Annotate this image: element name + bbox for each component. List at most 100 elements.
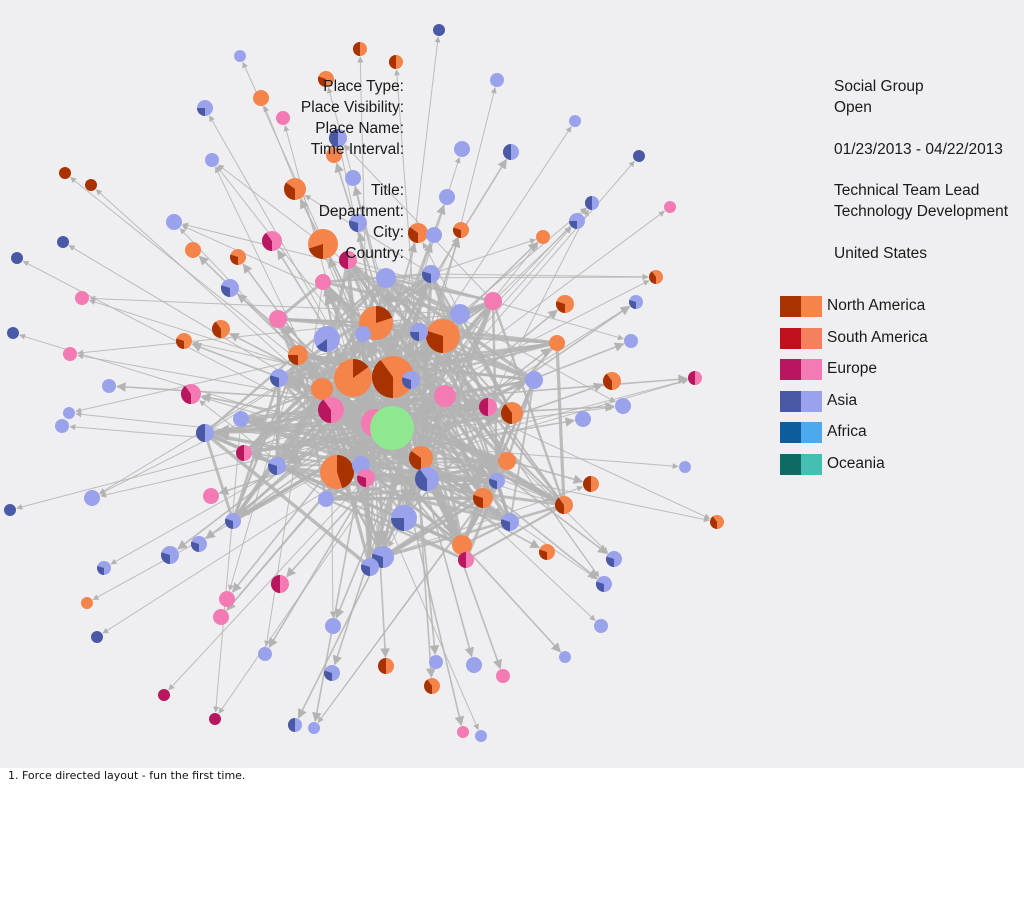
graph-node[interactable] xyxy=(324,665,340,681)
graph-node[interactable] xyxy=(234,50,246,62)
graph-node[interactable] xyxy=(269,310,287,328)
graph-node[interactable] xyxy=(426,319,460,353)
graph-node[interactable] xyxy=(489,473,505,489)
graph-node[interactable] xyxy=(209,713,221,725)
graph-node[interactable] xyxy=(96,561,111,575)
graph-node[interactable] xyxy=(569,115,581,127)
graph-node[interactable] xyxy=(575,411,591,427)
graph-node[interactable] xyxy=(391,505,417,531)
graph-node[interactable] xyxy=(219,591,235,607)
graph-node[interactable] xyxy=(197,100,213,116)
graph-node[interactable] xyxy=(624,334,638,348)
graph-node[interactable] xyxy=(161,546,179,564)
graph-node[interactable] xyxy=(288,345,308,365)
graph-node[interactable] xyxy=(501,513,519,531)
graph-node[interactable] xyxy=(408,223,428,243)
graph-node[interactable] xyxy=(59,167,71,179)
graph-node[interactable] xyxy=(339,251,357,269)
graph-node[interactable] xyxy=(490,73,504,87)
graph-node[interactable] xyxy=(81,597,93,609)
graph-node[interactable] xyxy=(85,179,97,191)
graph-node[interactable] xyxy=(496,669,510,683)
graph-node[interactable] xyxy=(709,515,724,529)
graph-node[interactable] xyxy=(326,147,342,163)
graph-node[interactable] xyxy=(357,469,375,487)
graph-node[interactable] xyxy=(262,231,282,251)
graph-node[interactable] xyxy=(229,249,246,265)
graph-node[interactable] xyxy=(615,398,631,414)
graph-node[interactable] xyxy=(434,385,456,407)
graph-node[interactable] xyxy=(221,279,239,297)
graph-node[interactable] xyxy=(211,320,230,338)
graph-node[interactable] xyxy=(433,24,445,36)
graph-node[interactable] xyxy=(63,407,75,419)
graph-node[interactable] xyxy=(225,513,241,529)
graph-node[interactable] xyxy=(348,214,367,232)
graph-node[interactable] xyxy=(389,55,403,69)
graph-node[interactable] xyxy=(525,371,543,389)
graph-node[interactable] xyxy=(325,618,341,634)
graph-node[interactable] xyxy=(213,609,229,625)
graph-node[interactable] xyxy=(649,270,663,284)
graph-node[interactable] xyxy=(361,558,379,576)
graph-node[interactable] xyxy=(57,236,69,248)
graph-node[interactable] xyxy=(268,457,286,475)
graph-node[interactable] xyxy=(376,268,396,288)
graph-node[interactable] xyxy=(91,631,103,643)
graph-node[interactable] xyxy=(569,213,585,229)
graph-node[interactable] xyxy=(503,144,519,160)
graph-node[interactable] xyxy=(4,504,16,516)
graph-node[interactable] xyxy=(454,141,470,157)
graph-node[interactable] xyxy=(75,291,89,305)
graph-node[interactable] xyxy=(452,222,469,238)
graph-node[interactable] xyxy=(378,658,394,674)
graph-node[interactable] xyxy=(308,229,338,259)
graph-node[interactable] xyxy=(629,295,643,309)
graph-node[interactable] xyxy=(556,295,574,313)
graph-node[interactable] xyxy=(664,201,676,213)
graph-node[interactable] xyxy=(539,544,555,560)
graph-node[interactable] xyxy=(84,490,100,506)
graph-node[interactable] xyxy=(288,718,302,732)
graph-node[interactable] xyxy=(196,424,214,442)
graph-node[interactable] xyxy=(501,402,523,424)
graph-node[interactable] xyxy=(559,651,571,663)
graph-node[interactable] xyxy=(372,356,414,398)
graph-node[interactable] xyxy=(191,536,207,552)
graph-node[interactable] xyxy=(308,722,320,734)
graph-node[interactable] xyxy=(318,71,334,87)
graph-node[interactable] xyxy=(450,304,470,324)
graph-node[interactable] xyxy=(596,576,612,592)
focus-node[interactable] xyxy=(370,406,414,450)
graph-node[interactable] xyxy=(402,371,420,389)
graph-node[interactable] xyxy=(63,347,77,361)
graph-node[interactable] xyxy=(422,265,440,283)
graph-node[interactable] xyxy=(315,274,331,290)
graph-node[interactable] xyxy=(11,252,23,264)
graph-node[interactable] xyxy=(484,292,502,310)
graph-node[interactable] xyxy=(633,150,645,162)
graph-node[interactable] xyxy=(457,726,469,738)
graph-node[interactable] xyxy=(603,372,621,390)
graph-node[interactable] xyxy=(555,496,573,514)
graph-node[interactable] xyxy=(176,333,192,349)
graph-node[interactable] xyxy=(536,230,550,244)
graph-node[interactable] xyxy=(205,153,219,167)
graph-node[interactable] xyxy=(475,730,487,742)
graph-node[interactable] xyxy=(410,323,428,341)
graph-node[interactable] xyxy=(429,655,443,669)
graph-node[interactable] xyxy=(181,384,201,404)
graph-node[interactable] xyxy=(271,575,289,593)
graph-node[interactable] xyxy=(583,476,599,492)
graph-node[interactable] xyxy=(258,647,272,661)
graph-node[interactable] xyxy=(426,227,442,243)
graph-node[interactable] xyxy=(320,455,355,489)
graph-node[interactable] xyxy=(318,397,344,423)
graph-node[interactable] xyxy=(236,445,252,461)
graph-node[interactable] xyxy=(439,189,455,205)
graph-node[interactable] xyxy=(409,446,433,470)
graph-node[interactable] xyxy=(353,42,367,56)
graph-node[interactable] xyxy=(318,491,334,507)
graph-node[interactable] xyxy=(424,678,440,694)
graph-node[interactable] xyxy=(473,488,493,508)
